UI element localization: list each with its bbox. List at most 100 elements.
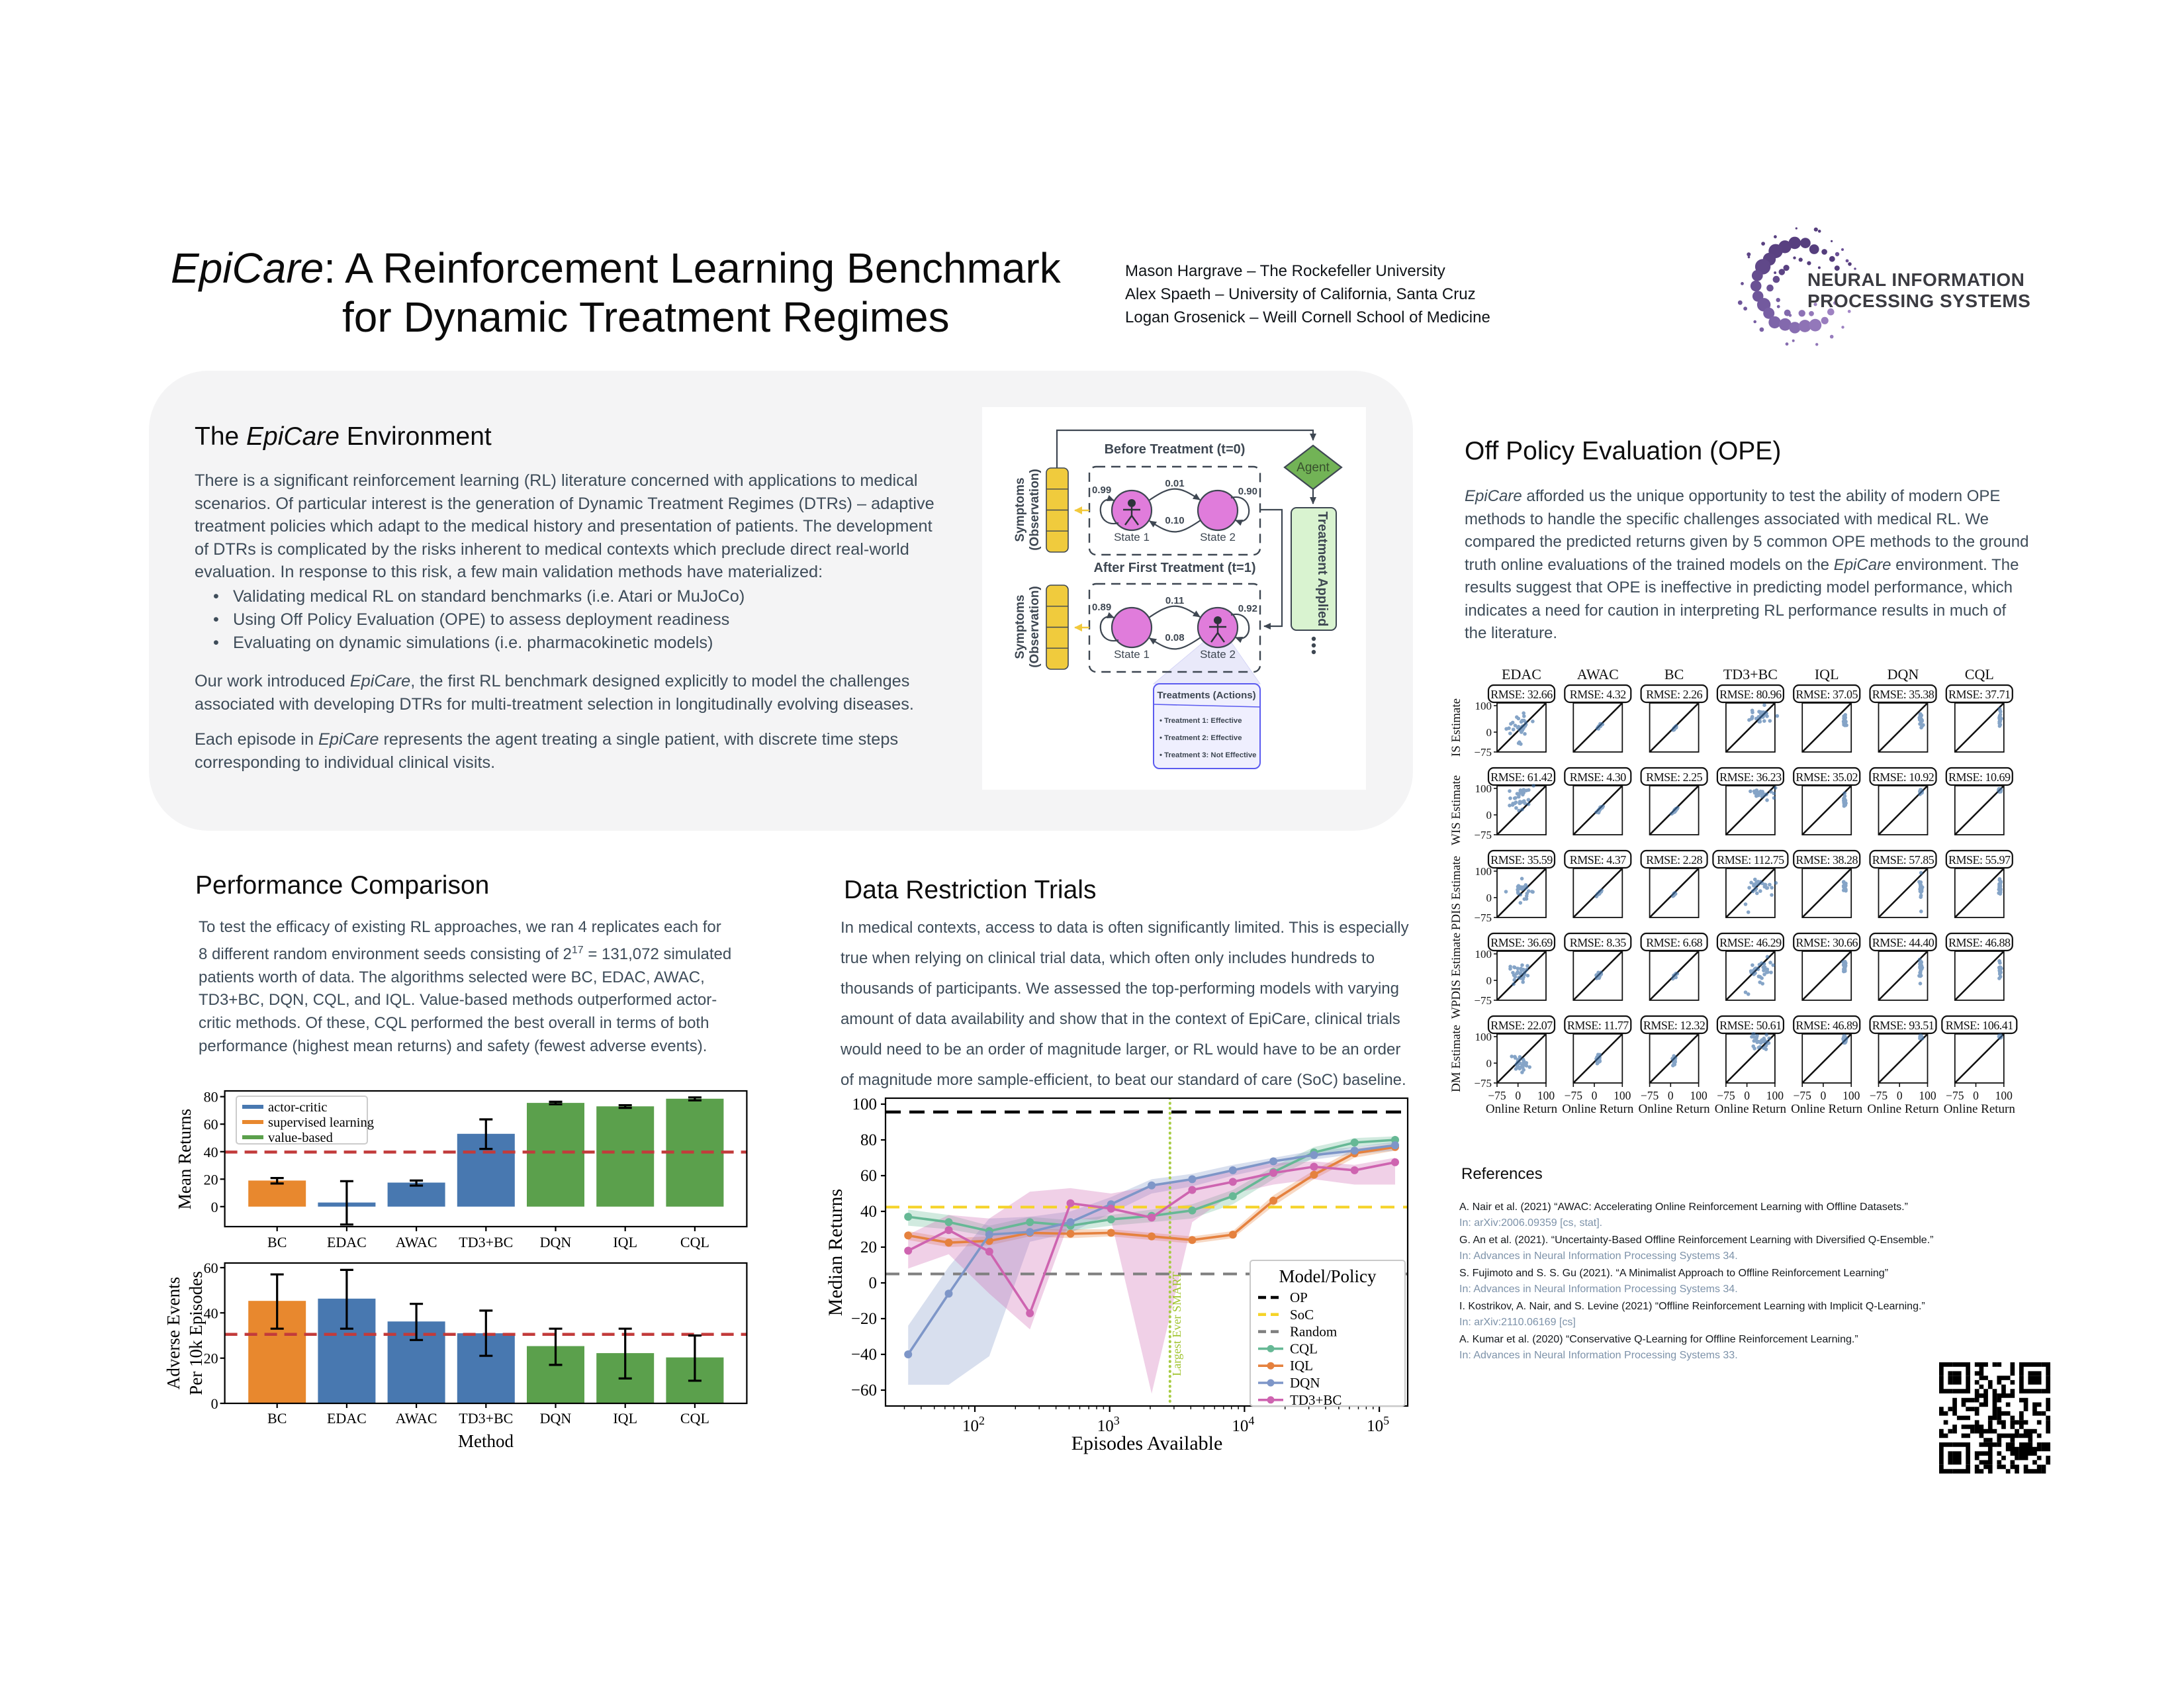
svg-text:State 2: State 2 xyxy=(1200,648,1236,661)
svg-text:OP: OP xyxy=(1290,1289,1308,1305)
svg-text:After First Treatment (t=1): After First Treatment (t=1) xyxy=(1093,561,1255,575)
svg-text:IQL: IQL xyxy=(613,1410,637,1427)
svg-text:NEURAL INFORMATION: NEURAL INFORMATION xyxy=(1807,269,2025,290)
svg-text:RMSE: 4.32: RMSE: 4.32 xyxy=(1570,688,1626,701)
svg-text:RMSE: 4.30: RMSE: 4.30 xyxy=(1570,771,1627,784)
svg-text:40: 40 xyxy=(204,1144,218,1160)
svg-text:Before Treatment (t=0): Before Treatment (t=0) xyxy=(1105,442,1246,457)
svg-text:Online Return: Online Return xyxy=(1715,1102,1787,1116)
svg-text:RMSE: 112.75: RMSE: 112.75 xyxy=(1717,853,1784,867)
svg-text:TD3+BC: TD3+BC xyxy=(459,1410,513,1427)
svg-text:EDAC: EDAC xyxy=(1502,666,1541,682)
svg-text:RMSE: 4.37: RMSE: 4.37 xyxy=(1570,853,1627,867)
svg-text:EDAC: EDAC xyxy=(327,1234,367,1250)
svg-text:DQN: DQN xyxy=(1888,666,1919,682)
svg-text:State 2: State 2 xyxy=(1200,531,1236,543)
svg-text:RMSE: 80.96: RMSE: 80.96 xyxy=(1719,688,1782,701)
svg-text:RMSE: 35.02: RMSE: 35.02 xyxy=(1796,771,1858,784)
svg-text:RMSE: 36.23: RMSE: 36.23 xyxy=(1719,771,1782,784)
svg-text:−75: −75 xyxy=(1565,1089,1583,1102)
svg-text:SoC: SoC xyxy=(1290,1307,1314,1323)
svg-text:RMSE: 2.25: RMSE: 2.25 xyxy=(1646,771,1703,784)
svg-text:supervised learning: supervised learning xyxy=(268,1115,374,1130)
svg-text:RMSE: 12.32: RMSE: 12.32 xyxy=(1643,1019,1706,1032)
svg-text:Adverse Events: Adverse Events xyxy=(163,1277,183,1389)
svg-text:20: 20 xyxy=(204,1171,218,1188)
svg-text:RMSE: 55.97: RMSE: 55.97 xyxy=(1948,853,2011,867)
svg-text:40: 40 xyxy=(204,1305,218,1321)
svg-text:RMSE: 30.66: RMSE: 30.66 xyxy=(1796,936,1858,949)
svg-text:60: 60 xyxy=(204,1260,218,1276)
svg-text:IQL: IQL xyxy=(1815,666,1839,682)
svg-text:WPDIS Estimate: WPDIS Estimate xyxy=(1449,933,1463,1019)
svg-text:Median Returns: Median Returns xyxy=(825,1189,846,1316)
svg-text:Episodes Available: Episodes Available xyxy=(1071,1432,1223,1454)
svg-text:−75: −75 xyxy=(1488,1089,1506,1102)
svg-text:RMSE: 10.92: RMSE: 10.92 xyxy=(1872,771,1934,784)
svg-text:−75: −75 xyxy=(1474,829,1492,841)
svg-text:CQL: CQL xyxy=(680,1234,709,1250)
svg-text:RMSE: 11.77: RMSE: 11.77 xyxy=(1567,1019,1629,1032)
svg-text:RMSE: 46.88: RMSE: 46.88 xyxy=(1948,936,2011,949)
svg-text:0: 0 xyxy=(869,1274,878,1292)
svg-text:• Treatment 3: Not Effective: • Treatment 3: Not Effective xyxy=(1160,751,1256,759)
svg-text:IQL: IQL xyxy=(1290,1358,1313,1374)
svg-text:RMSE: 36.69: RMSE: 36.69 xyxy=(1490,936,1553,949)
svg-text:Online Return: Online Return xyxy=(1562,1102,1634,1116)
svg-text:EDAC: EDAC xyxy=(327,1410,367,1427)
svg-text:Treatment Applied: Treatment Applied xyxy=(1315,512,1330,627)
svg-text:RMSE: 2.28: RMSE: 2.28 xyxy=(1646,853,1703,867)
svg-text:Online Return: Online Return xyxy=(1867,1102,1939,1116)
svg-text:Online Return: Online Return xyxy=(1944,1102,2016,1116)
svg-text:20: 20 xyxy=(204,1350,218,1367)
svg-text:−75: −75 xyxy=(1946,1089,1964,1102)
svg-text:Symptoms(Observation): Symptoms(Observation) xyxy=(1013,586,1042,668)
svg-text:RMSE: 57.85: RMSE: 57.85 xyxy=(1872,853,1934,867)
svg-text:actor-critic: actor-critic xyxy=(268,1100,328,1115)
svg-text:0.99: 0.99 xyxy=(1092,485,1111,496)
svg-text:100: 100 xyxy=(1475,700,1492,712)
svg-text:0.08: 0.08 xyxy=(1165,632,1184,643)
svg-text:100: 100 xyxy=(1537,1089,1555,1102)
svg-text:RMSE: 35.38: RMSE: 35.38 xyxy=(1872,688,1934,701)
svg-text:RMSE: 93.51: RMSE: 93.51 xyxy=(1872,1019,1934,1032)
svg-text:CQL: CQL xyxy=(1965,666,1994,682)
svg-text:−75: −75 xyxy=(1641,1089,1659,1102)
svg-text:102: 102 xyxy=(962,1414,985,1435)
svg-text:RMSE: 6.68: RMSE: 6.68 xyxy=(1646,936,1703,949)
svg-text:RMSE: 38.28: RMSE: 38.28 xyxy=(1796,853,1858,867)
svg-text:100: 100 xyxy=(1475,948,1492,961)
svg-text:RMSE: 35.59: RMSE: 35.59 xyxy=(1490,853,1553,867)
svg-text:Method: Method xyxy=(458,1431,514,1451)
svg-text:Random: Random xyxy=(1290,1324,1337,1340)
svg-text:value-based: value-based xyxy=(268,1131,333,1145)
svg-text:−75: −75 xyxy=(1717,1089,1735,1102)
svg-text:RMSE: 22.07: RMSE: 22.07 xyxy=(1490,1019,1553,1032)
svg-text:100: 100 xyxy=(1475,865,1492,878)
svg-text:−75: −75 xyxy=(1870,1089,1888,1102)
svg-text:WIS Estimate: WIS Estimate xyxy=(1449,775,1463,845)
svg-text:−40: −40 xyxy=(851,1346,877,1364)
svg-text:RMSE: 106.41: RMSE: 106.41 xyxy=(1946,1019,2013,1032)
svg-text:0: 0 xyxy=(1668,1089,1674,1102)
svg-text:20: 20 xyxy=(860,1239,877,1256)
svg-text:RMSE: 32.66: RMSE: 32.66 xyxy=(1490,688,1553,701)
svg-text:0.01: 0.01 xyxy=(1165,478,1184,489)
svg-text:105: 105 xyxy=(1367,1414,1389,1435)
svg-text:60: 60 xyxy=(204,1116,218,1133)
svg-text:TD3+BC: TD3+BC xyxy=(1290,1392,1342,1408)
svg-text:IQL: IQL xyxy=(613,1234,637,1250)
svg-text:104: 104 xyxy=(1232,1414,1254,1435)
svg-text:AWAC: AWAC xyxy=(396,1234,437,1250)
svg-text:−20: −20 xyxy=(851,1310,877,1328)
svg-text:−75: −75 xyxy=(1794,1089,1812,1102)
svg-text:0: 0 xyxy=(1897,1089,1903,1102)
svg-text:0: 0 xyxy=(1486,809,1492,821)
svg-text:• Treatment 2: Effective: • Treatment 2: Effective xyxy=(1160,734,1242,742)
svg-text:100: 100 xyxy=(1919,1089,1936,1102)
svg-text:0: 0 xyxy=(1486,726,1492,739)
svg-text:0: 0 xyxy=(1486,892,1492,904)
svg-text:0: 0 xyxy=(1821,1089,1827,1102)
svg-text:RMSE: 61.42: RMSE: 61.42 xyxy=(1490,771,1553,784)
svg-text:RMSE: 10.69: RMSE: 10.69 xyxy=(1948,771,2011,784)
